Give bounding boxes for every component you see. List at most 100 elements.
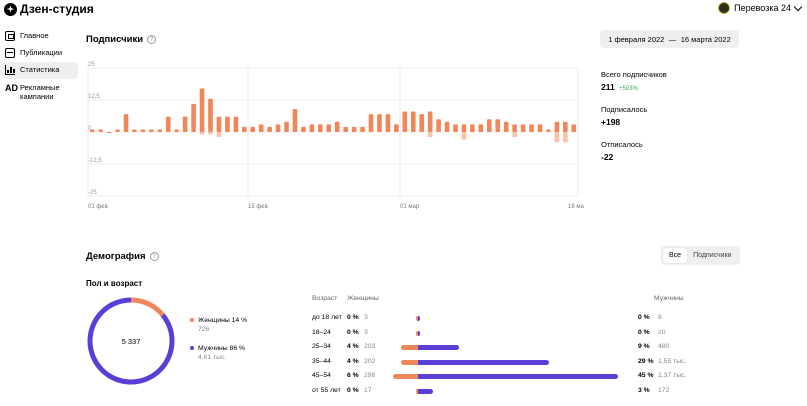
men-count: 1,55 тыс. — [658, 357, 687, 365]
subscribed-bar — [385, 114, 391, 132]
women-percent: 4 % — [347, 343, 359, 350]
toggle-all[interactable]: Все — [663, 248, 688, 263]
men-count: 20 — [658, 328, 666, 336]
subscribed-bar — [571, 124, 577, 132]
subscribed-bar — [157, 129, 163, 132]
men-bar — [418, 388, 433, 394]
subscribed-bar — [495, 119, 501, 132]
top-bar: Дзен-студия Перевозка 24 — [0, 0, 807, 22]
toggle-subscribers[interactable]: Подписчики — [693, 252, 732, 259]
subscribed-bar — [326, 124, 332, 132]
help-icon[interactable]: ? — [149, 252, 159, 261]
x-tick-label: 15 фев — [248, 204, 268, 210]
men-count: 172 — [658, 386, 670, 394]
gender-donut — [87, 297, 175, 385]
women-bar — [416, 330, 418, 336]
age-cell: 45–54 — [312, 372, 331, 379]
subscribed-bar — [233, 116, 239, 132]
subscribed-bar — [123, 114, 129, 132]
subscribed-stat: Подписалось +198 — [601, 105, 667, 127]
subscribed-bar — [132, 129, 137, 132]
date-range-picker[interactable]: 1 февраля 2022 — 16 марта 2022 — [600, 30, 739, 48]
account-menu[interactable]: Перевозка 24 — [718, 2, 803, 14]
sidebar-item-label: Главное — [20, 31, 49, 40]
women-percent: 4 % — [347, 357, 359, 365]
age-cell: до 18 лет — [312, 314, 342, 321]
men-bar — [418, 330, 420, 336]
women-count: 3 — [364, 328, 368, 336]
chevron-down-icon — [793, 2, 803, 11]
subscribed-bar — [106, 132, 112, 133]
women-percent: 0 % — [347, 314, 359, 321]
legend-count: 726 — [198, 326, 210, 333]
men-percent: 0 % — [638, 328, 650, 336]
women-count: 17 — [364, 386, 372, 394]
y-tick-label: -12,5 — [88, 158, 102, 164]
subscribed-bar — [89, 129, 95, 132]
subscribed-bar — [199, 88, 205, 132]
subscribed-bar — [115, 129, 120, 132]
table-row: 18–24 0 % 3 0 % 20 — [312, 328, 692, 338]
women-bar — [416, 316, 418, 321]
ad-icon: AD — [5, 83, 18, 93]
section-title: Подписчики — [86, 34, 144, 45]
subscribed-bar — [512, 124, 517, 132]
subscribed-bar — [410, 111, 416, 132]
home-icon — [5, 31, 15, 41]
women-count: 203 — [364, 343, 376, 350]
women-bar — [416, 388, 418, 394]
unsubscribed-bar — [461, 132, 467, 140]
subscribed-bar — [334, 121, 340, 132]
help-icon[interactable]: ? — [147, 35, 157, 44]
legend-women: Женщины 14 % 726 — [190, 316, 247, 334]
men-percent: 0 % — [638, 314, 650, 321]
subscribed-bar — [140, 129, 146, 132]
men-bar — [418, 316, 420, 321]
subscribed-bar — [225, 116, 230, 132]
subscribed-bar — [216, 116, 222, 132]
unsubscribed-bar — [554, 132, 560, 143]
sidebar-item-statistics[interactable]: Статистика — [0, 62, 78, 79]
col-header-men: Мужчины — [654, 295, 684, 302]
app-title: Дзен-студия — [20, 2, 94, 16]
legend-count: 4,61 тыс. — [198, 354, 227, 361]
avatar — [718, 2, 731, 14]
age-cell: 35–44 — [312, 357, 331, 365]
logo[interactable]: Дзен-студия — [4, 2, 94, 16]
publications-icon — [5, 48, 15, 58]
subscribers-heading: Подписчики ? — [86, 34, 157, 45]
men-count: 8 — [658, 314, 662, 321]
women-bar — [400, 359, 418, 365]
women-count: 3 — [364, 314, 368, 321]
unsubscribed-bar — [199, 132, 205, 135]
subscribed-bar — [301, 126, 306, 132]
account-name: Перевозка 24 — [734, 3, 791, 13]
women-bar — [400, 345, 418, 350]
subscribed-bar — [461, 124, 467, 132]
subscribed-bar — [275, 124, 281, 132]
subscribed-bar — [284, 121, 289, 132]
subscribed-bar — [241, 126, 247, 132]
women-count: 298 — [364, 372, 376, 379]
stats-icon — [5, 65, 15, 75]
sidebar-item-label: Рекламные кампании — [20, 83, 60, 101]
y-tick-label: 0 — [88, 126, 92, 132]
subscribed-bar — [546, 129, 551, 132]
demography-heading: Демография ? — [86, 251, 159, 262]
x-tick-label: 01 мар — [400, 204, 420, 210]
sidebar-item-ad-campaigns[interactable]: AD Рекламные кампании — [0, 80, 78, 110]
subscribed-bar — [182, 116, 188, 132]
subscribed-bar — [402, 111, 408, 132]
table-row: 45–54 6 % 298 45 % 2,37 тыс. — [312, 371, 692, 381]
sidebar-item-publications[interactable]: Публикации — [0, 45, 78, 62]
age-cell: 18–24 — [312, 328, 331, 336]
women-dot-icon — [190, 318, 194, 323]
subscribed-bar — [554, 121, 560, 132]
men-bar — [418, 345, 459, 350]
sidebar-item-main[interactable]: Главное — [0, 28, 78, 45]
subscribed-bar — [98, 129, 103, 132]
subscribed-bar — [470, 124, 475, 132]
men-bar — [418, 374, 618, 379]
col-header-age: Возраст — [312, 295, 338, 302]
subscribed-bar — [165, 116, 171, 132]
